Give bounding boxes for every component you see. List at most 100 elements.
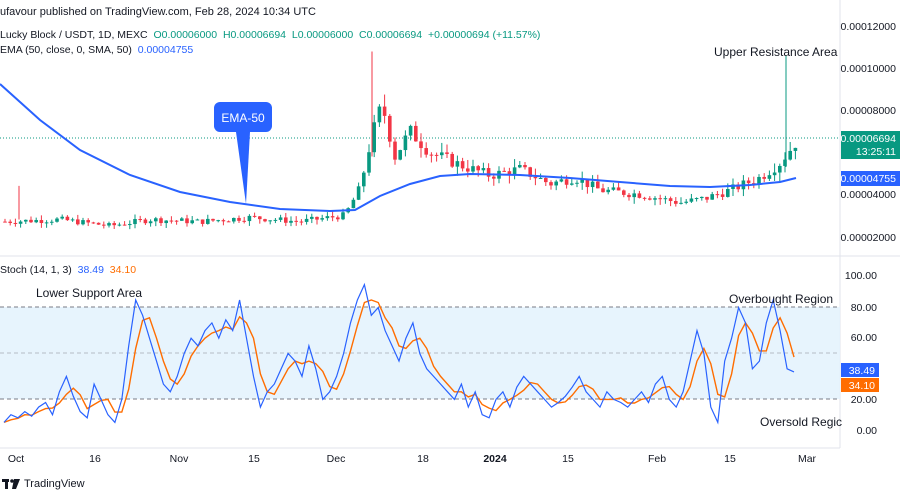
candle-body	[34, 220, 38, 223]
candle-body	[471, 166, 475, 172]
price-axis[interactable]: 0.00012000 0.00010000 0.00008000 0.00004…	[841, 21, 897, 244]
candle-body	[533, 176, 538, 179]
candle-body	[440, 152, 444, 156]
candle-body	[299, 221, 304, 223]
candle-body	[393, 141, 397, 160]
candle-body	[289, 220, 293, 223]
candle-body	[133, 219, 137, 225]
candle-body	[549, 182, 553, 186]
change-value: +0.00000694 (+11.57%)	[427, 29, 541, 41]
candle-body	[252, 215, 257, 217]
candlestick-series[interactable]	[3, 51, 798, 230]
ema-value: 0.00004755	[137, 44, 194, 56]
candle-body	[242, 220, 246, 222]
high-value: H0.00006694	[222, 29, 287, 41]
candle-body	[523, 165, 527, 168]
stoch-k-line[interactable]	[3, 282, 795, 425]
candle-body	[268, 220, 272, 222]
stoch-legend[interactable]: Stoch (14, 1, 3) 38.49 34.10	[0, 264, 136, 276]
candle-body	[336, 217, 340, 220]
candle-body	[148, 221, 153, 224]
candle-body	[154, 218, 158, 222]
candle-body	[616, 187, 621, 191]
ema-badge-value: 0.00004755	[841, 173, 897, 185]
candle-body	[710, 194, 714, 200]
candle-body	[174, 220, 179, 222]
candle-body	[247, 215, 252, 222]
candle-body	[190, 220, 194, 224]
price-tick: 0.00008000	[841, 105, 897, 117]
candle-body	[694, 198, 699, 200]
candle-body	[705, 196, 709, 200]
candle-body	[528, 167, 532, 177]
candle-body	[304, 218, 309, 222]
time-tick: Nov	[170, 453, 189, 465]
oversold-label: Oversold Regic	[760, 415, 842, 429]
ema-callout-pointer	[236, 132, 250, 204]
stoch-label[interactable]: Stoch (14, 1, 3)	[0, 264, 72, 276]
ema-callout-label: EMA-50	[221, 111, 265, 125]
publisher-caption: ufavour published on TradingView.com, Fe…	[0, 6, 316, 18]
stoch-axis[interactable]: 100.00 80.00 60.00 20.00 0.00	[845, 270, 877, 437]
candle-body	[778, 165, 782, 173]
ema-50-line[interactable]	[0, 83, 797, 213]
candle-body	[684, 201, 688, 203]
current-price-badge: 0.00006694 13:25:11	[841, 131, 900, 159]
candle-body	[715, 194, 720, 196]
footer-brand: TradingView	[24, 478, 85, 490]
candle-body	[159, 218, 163, 224]
candle-body	[206, 218, 210, 224]
candle-body	[632, 193, 636, 198]
candle-body	[668, 198, 673, 202]
time-tick: Mar	[798, 453, 817, 465]
candle-body	[793, 147, 798, 151]
candle-body	[554, 181, 558, 186]
stoch-k-badge: 38.49	[841, 363, 879, 377]
stoch-d-line[interactable]	[3, 299, 795, 424]
candle-body	[65, 216, 70, 221]
time-tick: Feb	[648, 453, 666, 465]
time-tick: 16	[89, 453, 101, 465]
candle-body	[648, 198, 652, 200]
candle-body	[216, 220, 220, 222]
candle-body	[117, 224, 122, 226]
candle-body	[481, 168, 486, 171]
ohlc-legend[interactable]: Lucky Block / USDT, 1D, MEXC O0.00006000…	[0, 29, 540, 41]
candle-body	[24, 219, 28, 222]
candle-body	[185, 218, 189, 224]
ema-legend[interactable]: EMA (50, close, 0, SMA, 50) 0.00004755	[0, 44, 193, 56]
candle-body	[476, 166, 480, 171]
stoch-tick: 0.00	[857, 425, 878, 437]
candle-body	[700, 196, 704, 199]
open-value: O0.00006000	[153, 29, 218, 41]
candle-body	[455, 161, 460, 167]
candle-body	[564, 179, 569, 185]
symbol-label[interactable]: Lucky Block / USDT, 1D, MEXC	[0, 29, 148, 41]
stoch-d-badge: 34.10	[841, 378, 879, 392]
candle-body	[180, 218, 184, 221]
candle-body	[679, 202, 683, 204]
time-tick: Oct	[8, 453, 24, 465]
candle-body	[544, 178, 548, 183]
candle-body	[237, 217, 241, 221]
candle-body	[414, 125, 418, 142]
current-price-value: 0.00006694	[841, 133, 897, 145]
candle-body	[653, 198, 657, 200]
candle-body	[356, 186, 361, 200]
candle-body	[606, 189, 610, 193]
svg-text:34.10: 34.10	[849, 380, 875, 392]
candle-body	[367, 152, 371, 173]
candle-body	[320, 218, 324, 220]
candle-body	[221, 220, 226, 222]
candle-body	[689, 198, 694, 202]
candle-body	[70, 219, 75, 221]
candle-body	[575, 182, 579, 184]
time-tick: 2024	[483, 453, 507, 465]
candle-body	[596, 181, 600, 189]
candle-body	[278, 217, 283, 220]
candle-body	[622, 190, 626, 195]
time-axis[interactable]: Oct 16 Nov 15 Dec 18 2024 15 Feb 15 Mar	[8, 453, 817, 465]
ema-label[interactable]: EMA (50, close, 0, SMA, 50)	[0, 44, 132, 56]
candle-body	[351, 199, 356, 209]
